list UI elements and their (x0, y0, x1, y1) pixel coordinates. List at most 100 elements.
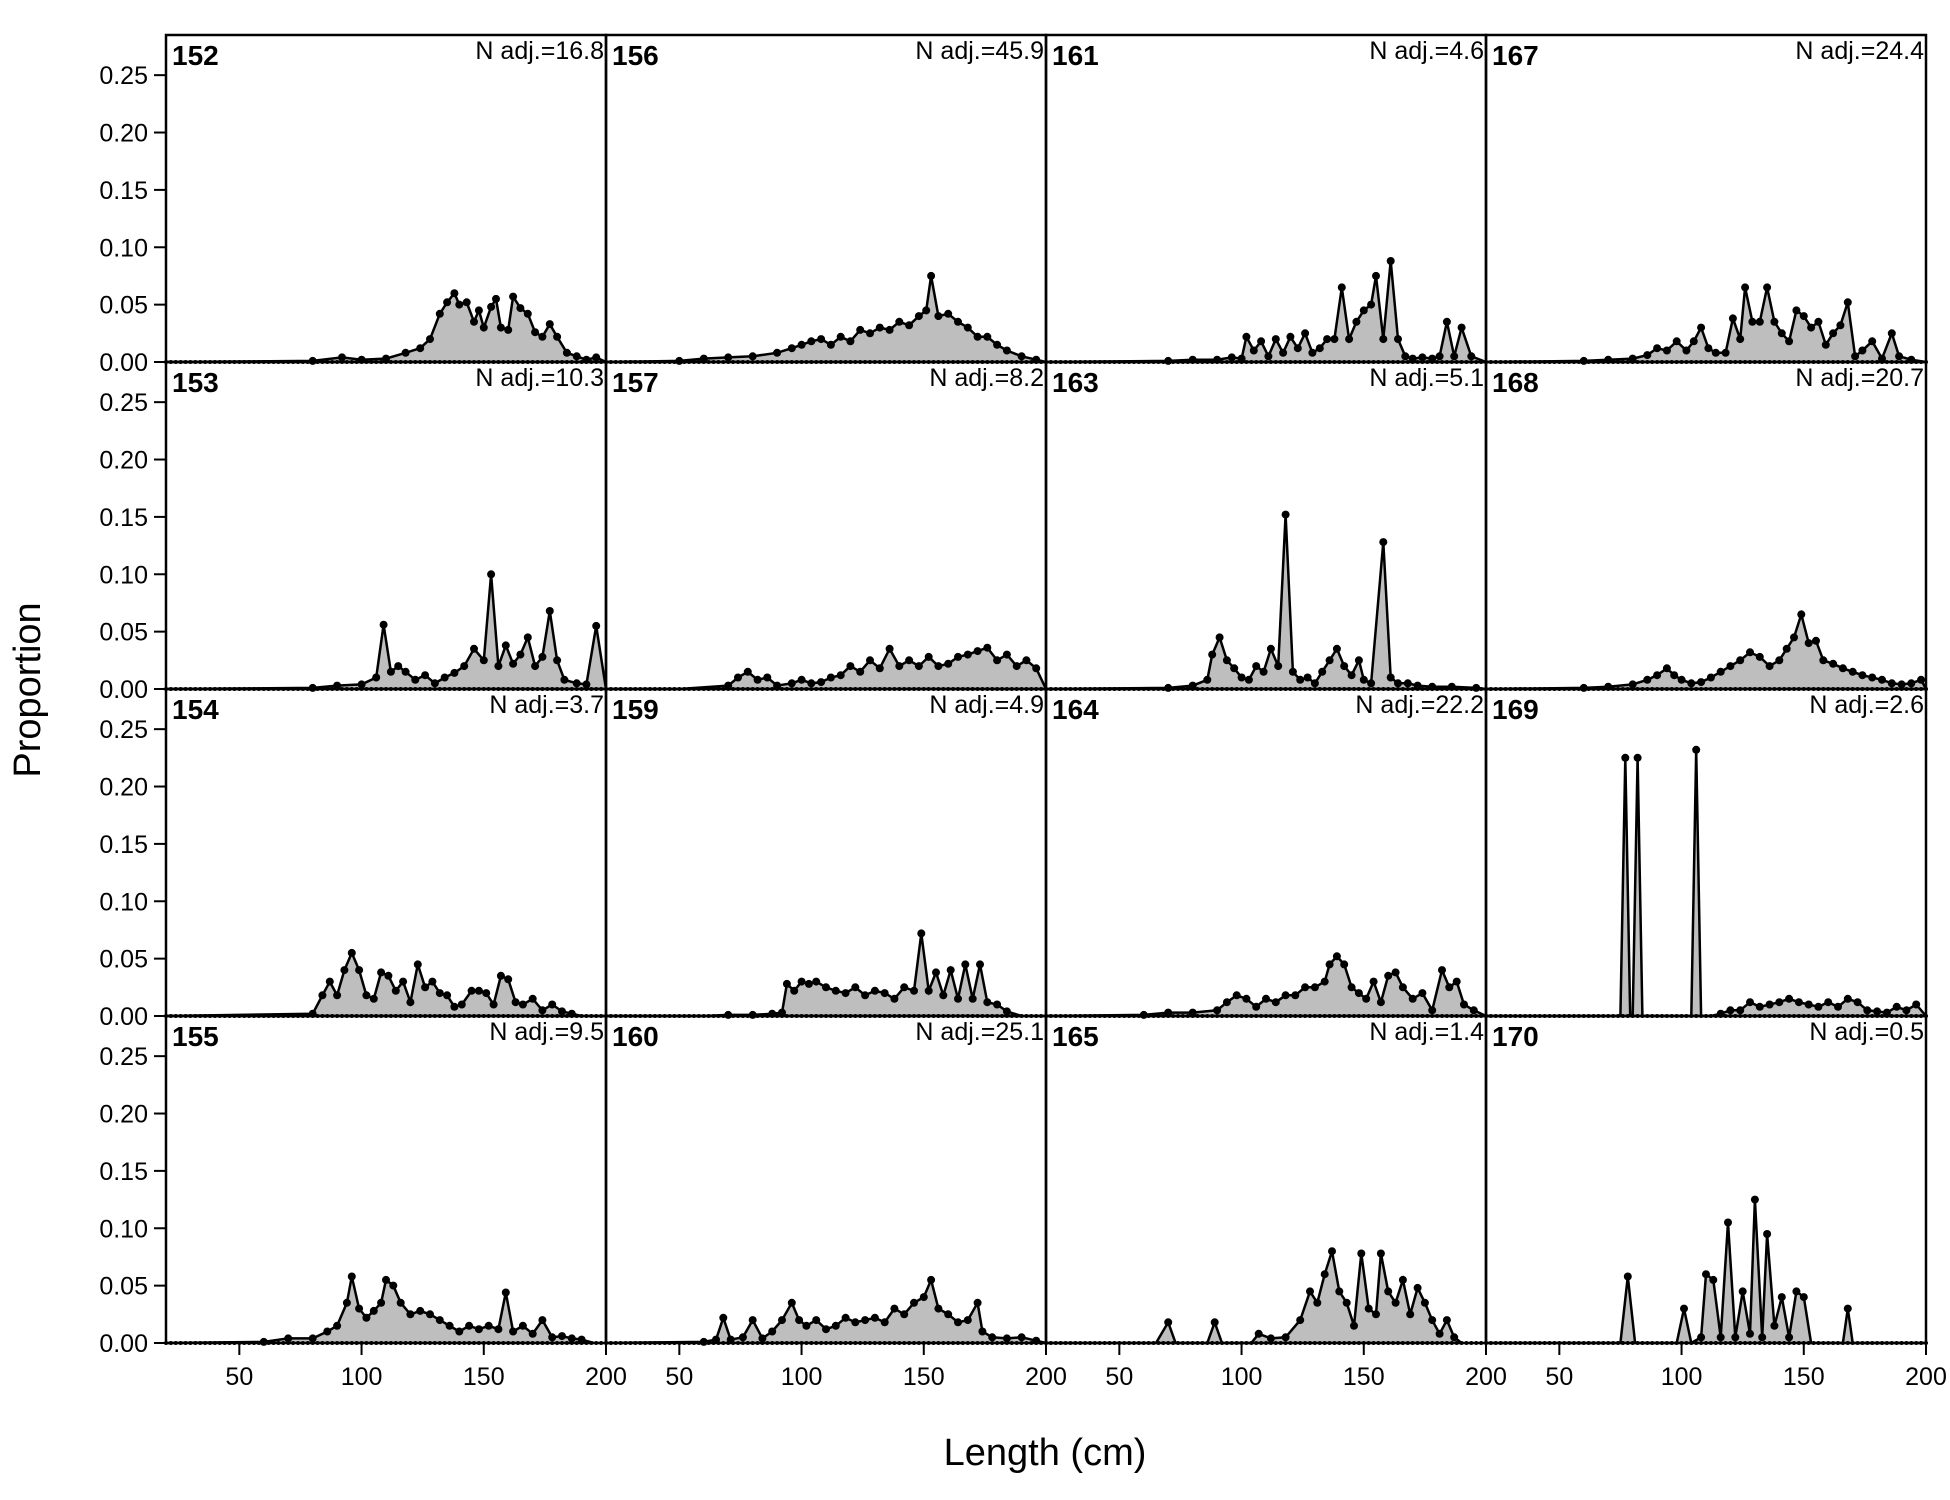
data-point (924, 986, 933, 995)
data-point (768, 1327, 777, 1336)
data-point (1281, 991, 1290, 1000)
data-point (435, 989, 444, 998)
data-point (1017, 352, 1026, 361)
y-tick-label: 0.20 (99, 774, 148, 802)
data-point (934, 662, 943, 671)
data-point (1882, 1008, 1891, 1017)
panel-label: 161 (1052, 40, 1099, 71)
data-point (553, 332, 562, 341)
data-point (753, 675, 762, 684)
data-point (487, 570, 496, 579)
n-adj-label: N adj.=24.4 (1795, 37, 1924, 65)
data-point (895, 662, 904, 671)
y-tick-label: 0.25 (99, 1043, 148, 1071)
data-point (1232, 991, 1241, 1000)
data-point (1878, 675, 1886, 684)
data-point (922, 306, 931, 315)
data-point (1709, 1275, 1718, 1284)
data-point (406, 998, 415, 1007)
data-point (1359, 306, 1368, 315)
data-point (1706, 673, 1715, 682)
data-point (1452, 977, 1461, 986)
data-point (1775, 656, 1784, 665)
data-point (1222, 656, 1231, 665)
data-point (1428, 1006, 1437, 1015)
data-point (1345, 335, 1354, 344)
data-point (426, 1310, 434, 1319)
data-point (1271, 335, 1280, 344)
n-adj-label: N adj.=2.6 (1809, 691, 1924, 719)
data-point (1301, 329, 1310, 338)
data-point (443, 991, 452, 1000)
panel-frame (604, 33, 1048, 364)
data-point (1337, 283, 1346, 292)
data-point (401, 348, 410, 357)
data-point (900, 983, 909, 992)
data-point (826, 673, 835, 682)
data-point (501, 641, 510, 650)
data-point (1401, 352, 1410, 361)
data-point (963, 1316, 972, 1325)
data-point (1372, 271, 1380, 280)
data-point (1032, 664, 1041, 673)
panel-label: 156 (612, 40, 659, 71)
y-tick-label: 0.15 (99, 177, 148, 205)
data-point (416, 1306, 425, 1315)
data-point (748, 352, 757, 361)
panel-163: 163 N adj.=5.1 (1044, 360, 1488, 692)
n-adj-label: N adj.=4.9 (929, 691, 1044, 719)
data-point (1306, 1287, 1314, 1296)
data-point (831, 1321, 840, 1330)
data-point (372, 673, 381, 682)
data-point (973, 647, 982, 656)
data-point (1687, 679, 1696, 688)
data-point (1188, 1008, 1197, 1017)
data-point (401, 667, 410, 676)
data-point (1445, 983, 1454, 992)
x-tick-label: 100 (781, 1363, 823, 1391)
y-tick-label: 0.15 (99, 831, 148, 859)
data-point (1210, 1318, 1219, 1327)
data-point (1281, 510, 1290, 519)
data-point (1286, 332, 1295, 341)
data-point (1420, 1298, 1429, 1307)
data-point (562, 348, 571, 357)
data-point (758, 1334, 767, 1343)
y-tick-label: 0.00 (99, 1003, 148, 1031)
area-fill (1046, 514, 1486, 689)
panel-159: 159 N adj.=4.9 (604, 687, 1048, 1019)
data-point (1792, 306, 1801, 315)
data-point (1308, 348, 1317, 357)
data-point (1281, 1333, 1290, 1342)
data-point (861, 1316, 870, 1325)
data-point (333, 991, 342, 1000)
data-point (389, 1281, 398, 1290)
data-point (983, 643, 992, 652)
data-point (1716, 667, 1725, 676)
data-point (1792, 1287, 1801, 1296)
y-tick-label: 0.15 (99, 504, 148, 532)
data-point (465, 1321, 474, 1330)
data-point (1777, 1293, 1786, 1302)
y-tick-label: 0.05 (99, 946, 148, 974)
data-point (487, 302, 496, 311)
panel-164: 164 N adj.=22.2 (1044, 687, 1488, 1019)
data-point (1362, 994, 1371, 1003)
data-point (841, 989, 850, 998)
data-point (1858, 671, 1867, 680)
data-point (1724, 1218, 1732, 1227)
area-fill (1486, 614, 1926, 689)
data-point (342, 1298, 351, 1307)
data-point (1873, 1007, 1882, 1016)
data-point (861, 991, 870, 1000)
data-point (905, 321, 914, 330)
data-point (1697, 1333, 1706, 1342)
data-point (919, 1293, 928, 1302)
data-point (545, 607, 554, 615)
data-point (807, 679, 816, 688)
x-tick-label: 100 (1661, 1363, 1703, 1391)
data-point (1259, 667, 1268, 676)
data-point (1736, 1006, 1745, 1015)
data-point (1262, 994, 1270, 1003)
data-point (582, 680, 591, 689)
